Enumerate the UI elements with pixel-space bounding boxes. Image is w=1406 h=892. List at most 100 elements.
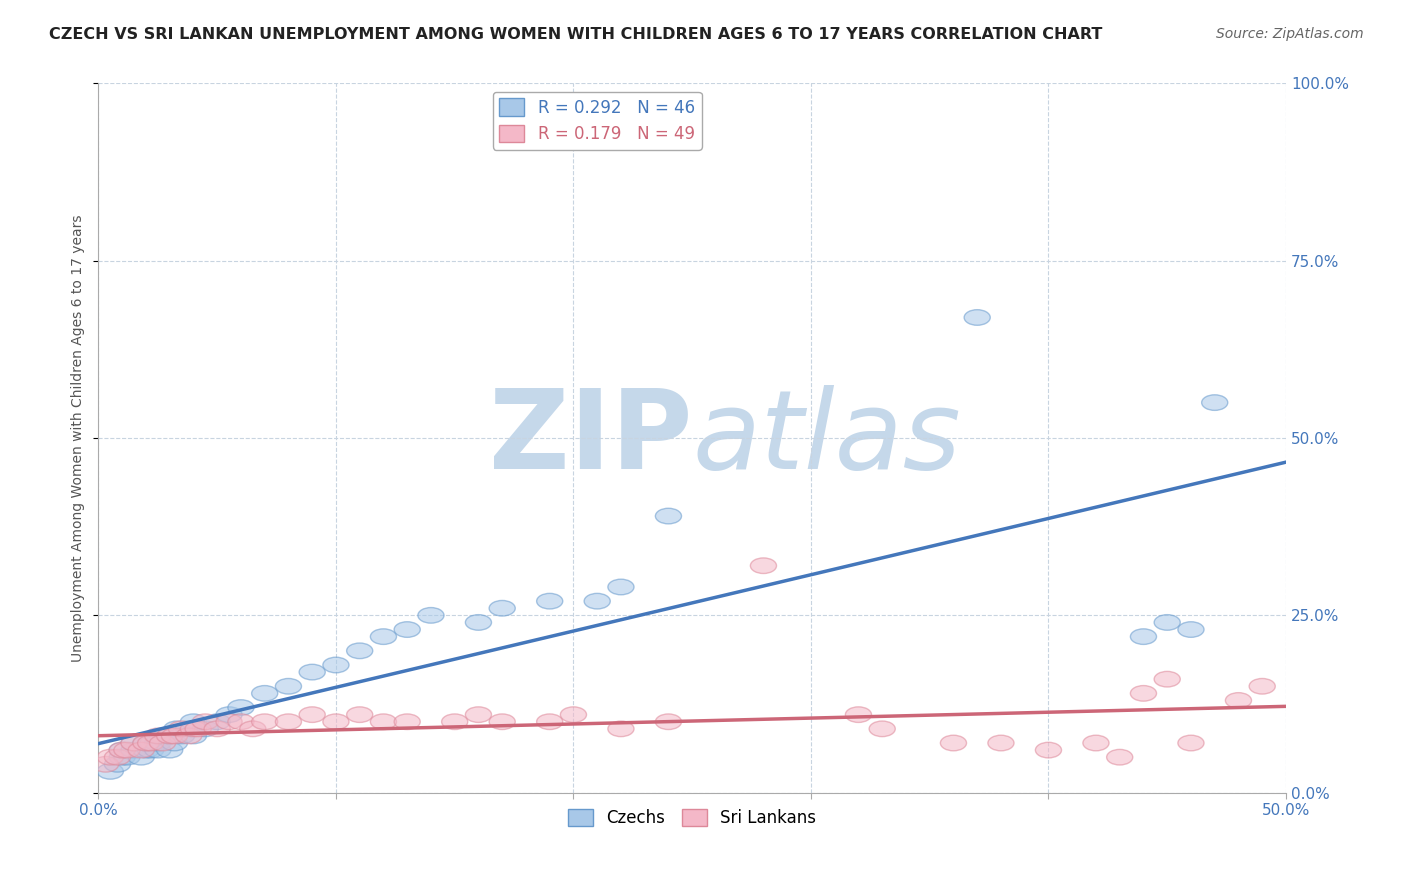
Ellipse shape (655, 714, 682, 730)
Ellipse shape (180, 714, 207, 730)
Ellipse shape (228, 714, 254, 730)
Ellipse shape (276, 714, 301, 730)
Ellipse shape (114, 742, 141, 758)
Ellipse shape (186, 721, 211, 737)
Legend: Czechs, Sri Lankans: Czechs, Sri Lankans (561, 803, 823, 834)
Ellipse shape (1202, 395, 1227, 410)
Ellipse shape (370, 714, 396, 730)
Ellipse shape (537, 714, 562, 730)
Ellipse shape (134, 735, 159, 751)
Ellipse shape (138, 742, 163, 758)
Ellipse shape (134, 742, 159, 758)
Ellipse shape (176, 728, 201, 744)
Ellipse shape (347, 706, 373, 723)
Ellipse shape (93, 756, 118, 772)
Ellipse shape (252, 714, 278, 730)
Ellipse shape (156, 728, 183, 744)
Text: Source: ZipAtlas.com: Source: ZipAtlas.com (1216, 27, 1364, 41)
Ellipse shape (114, 749, 141, 765)
Ellipse shape (121, 735, 148, 751)
Ellipse shape (323, 657, 349, 673)
Ellipse shape (537, 593, 562, 609)
Ellipse shape (180, 721, 207, 737)
Ellipse shape (176, 721, 201, 737)
Ellipse shape (149, 728, 176, 744)
Ellipse shape (121, 735, 148, 751)
Y-axis label: Unemployment Among Women with Children Ages 6 to 17 years: Unemployment Among Women with Children A… (72, 214, 86, 662)
Ellipse shape (204, 721, 231, 737)
Ellipse shape (104, 749, 131, 765)
Ellipse shape (1154, 672, 1180, 687)
Ellipse shape (121, 742, 148, 758)
Ellipse shape (607, 579, 634, 595)
Ellipse shape (583, 593, 610, 609)
Ellipse shape (193, 714, 218, 730)
Ellipse shape (347, 643, 373, 658)
Ellipse shape (1249, 679, 1275, 694)
Ellipse shape (145, 735, 172, 751)
Ellipse shape (97, 749, 124, 765)
Ellipse shape (988, 735, 1014, 751)
Ellipse shape (1130, 629, 1157, 644)
Ellipse shape (141, 735, 166, 751)
Ellipse shape (138, 735, 163, 751)
Ellipse shape (110, 742, 135, 758)
Ellipse shape (169, 728, 194, 744)
Ellipse shape (276, 679, 301, 694)
Ellipse shape (1178, 735, 1204, 751)
Ellipse shape (104, 756, 131, 772)
Ellipse shape (845, 706, 872, 723)
Ellipse shape (1083, 735, 1109, 751)
Ellipse shape (162, 728, 187, 744)
Ellipse shape (149, 735, 176, 751)
Ellipse shape (228, 699, 254, 715)
Ellipse shape (323, 714, 349, 730)
Ellipse shape (1035, 742, 1062, 758)
Ellipse shape (869, 721, 896, 737)
Ellipse shape (1226, 693, 1251, 708)
Ellipse shape (97, 764, 124, 780)
Ellipse shape (299, 706, 325, 723)
Ellipse shape (217, 714, 242, 730)
Ellipse shape (299, 665, 325, 680)
Text: CZECH VS SRI LANKAN UNEMPLOYMENT AMONG WOMEN WITH CHILDREN AGES 6 TO 17 YEARS CO: CZECH VS SRI LANKAN UNEMPLOYMENT AMONG W… (49, 27, 1102, 42)
Ellipse shape (1107, 749, 1133, 765)
Ellipse shape (394, 622, 420, 638)
Ellipse shape (441, 714, 468, 730)
Ellipse shape (163, 721, 190, 737)
Ellipse shape (156, 742, 183, 758)
Ellipse shape (607, 721, 634, 737)
Text: ZIP: ZIP (489, 384, 692, 491)
Ellipse shape (217, 706, 242, 723)
Ellipse shape (489, 600, 515, 616)
Ellipse shape (252, 686, 278, 701)
Ellipse shape (193, 721, 218, 737)
Ellipse shape (751, 558, 776, 574)
Text: atlas: atlas (692, 384, 960, 491)
Ellipse shape (110, 749, 135, 765)
Ellipse shape (162, 735, 187, 751)
Ellipse shape (204, 714, 231, 730)
Ellipse shape (418, 607, 444, 624)
Ellipse shape (465, 615, 492, 631)
Ellipse shape (941, 735, 966, 751)
Ellipse shape (128, 749, 155, 765)
Ellipse shape (465, 706, 492, 723)
Ellipse shape (370, 629, 396, 644)
Ellipse shape (240, 721, 266, 737)
Ellipse shape (394, 714, 420, 730)
Ellipse shape (128, 742, 155, 758)
Ellipse shape (489, 714, 515, 730)
Ellipse shape (655, 508, 682, 524)
Ellipse shape (145, 742, 172, 758)
Ellipse shape (169, 721, 194, 737)
Ellipse shape (965, 310, 990, 326)
Ellipse shape (134, 735, 159, 751)
Ellipse shape (1178, 622, 1204, 638)
Ellipse shape (180, 728, 207, 744)
Ellipse shape (110, 742, 135, 758)
Ellipse shape (1130, 686, 1157, 701)
Ellipse shape (1154, 615, 1180, 631)
Ellipse shape (145, 728, 172, 744)
Ellipse shape (561, 706, 586, 723)
